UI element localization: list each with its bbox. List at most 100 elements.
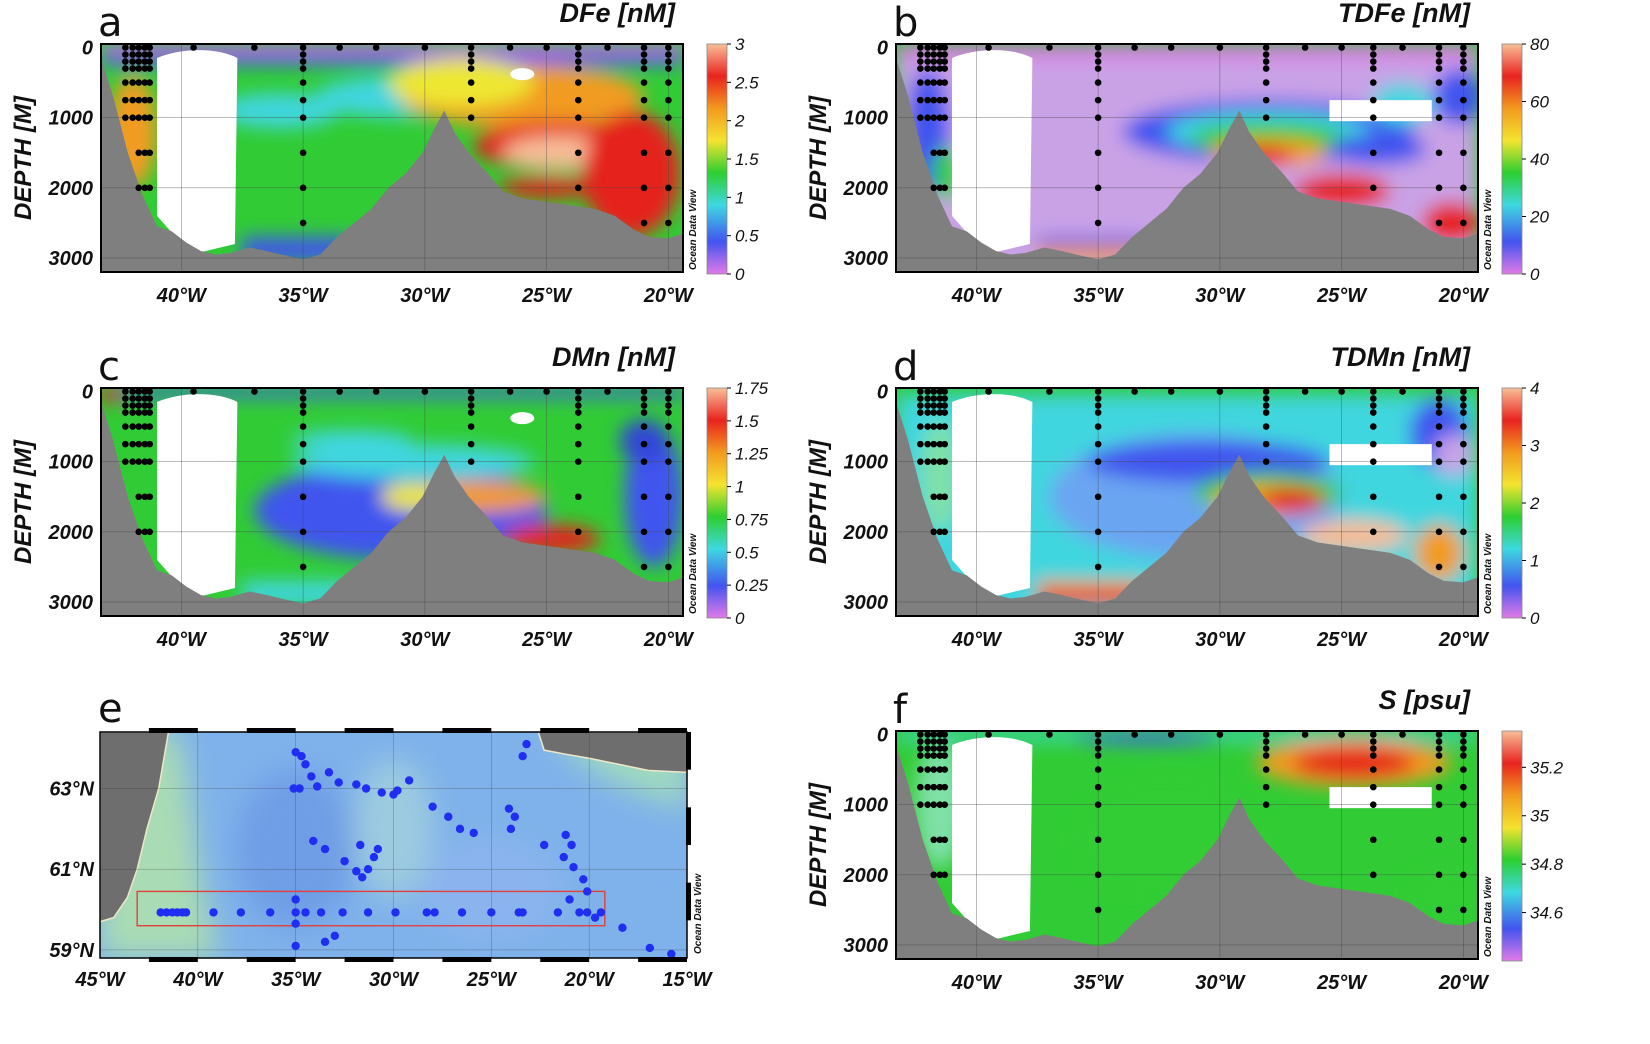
- sample-point: [985, 731, 992, 738]
- sample-point: [1369, 493, 1377, 501]
- sample-point: [1435, 738, 1443, 745]
- x-tick-label: 25°W: [1316, 972, 1368, 994]
- station-marker: [510, 812, 520, 821]
- sample-point: [1369, 731, 1377, 738]
- station-marker: [575, 908, 584, 917]
- sample-point: [985, 388, 992, 395]
- sample-point: [1216, 388, 1224, 395]
- station-marker: [391, 908, 400, 917]
- sample-point: [146, 79, 154, 86]
- field-patch: [388, 58, 535, 108]
- sample-point: [924, 51, 931, 58]
- sample-point: [1460, 745, 1467, 752]
- sample-point: [135, 44, 143, 51]
- sample-point: [1435, 149, 1443, 157]
- y-tick-label: 1000: [844, 452, 889, 474]
- sample-point: [135, 528, 143, 536]
- station-marker: [309, 836, 318, 846]
- station-marker: [504, 804, 514, 813]
- sample-point: [917, 801, 924, 808]
- sample-point: [574, 423, 582, 430]
- sample-point: [936, 528, 944, 536]
- sample-point: [1435, 783, 1443, 791]
- station-marker: [291, 919, 300, 928]
- sample-point: [1131, 44, 1138, 51]
- sample-point: [1094, 395, 1102, 402]
- station-marker: [236, 908, 246, 917]
- frame-check: [246, 728, 296, 733]
- sample-point: [665, 51, 672, 58]
- sample-point: [299, 184, 307, 192]
- colorbar-d: 4 3 2 1 0: [1501, 379, 1540, 628]
- sample-point: [146, 388, 154, 395]
- station-marker: [518, 908, 527, 917]
- sample-point: [122, 458, 129, 465]
- sample-point: [135, 409, 143, 416]
- sample-point: [1460, 563, 1467, 571]
- sample-point: [917, 766, 924, 773]
- sample-point: [1094, 184, 1102, 192]
- sample-point: [936, 738, 944, 745]
- sample-point: [251, 44, 258, 51]
- sample-point: [574, 440, 582, 448]
- sample-point: [129, 395, 136, 402]
- field-patch: [619, 419, 669, 462]
- sample-point: [941, 731, 949, 738]
- x-tick-label: 20°W: [1438, 285, 1490, 307]
- sample-point: [665, 184, 672, 192]
- sample-point: [129, 79, 136, 86]
- frame-check: [540, 728, 590, 733]
- sample-point: [299, 423, 307, 430]
- sample-point: [930, 51, 938, 58]
- sample-point: [1460, 738, 1467, 745]
- map-frame: [99, 728, 691, 962]
- map-y-tick-label: 63°N: [49, 779, 94, 801]
- sample-point: [574, 79, 582, 86]
- grid-d: [896, 388, 1478, 616]
- sample-point: [1046, 388, 1053, 395]
- sample-point: [1262, 752, 1270, 759]
- sample-point: [640, 395, 648, 402]
- panel-title-f: S [psu]: [1379, 685, 1472, 715]
- sample-point: [467, 65, 475, 72]
- sample-point: [1216, 44, 1224, 51]
- sample-point: [336, 388, 343, 395]
- sample-point: [129, 51, 136, 58]
- sample-point: [574, 402, 582, 409]
- sample-point: [936, 96, 944, 104]
- station-marker: [444, 812, 453, 821]
- frame-check: [638, 728, 687, 733]
- gap-east: [1329, 787, 1432, 809]
- station-marker: [320, 844, 330, 854]
- y-tick-label: 1000: [49, 452, 94, 474]
- sample-point: [1094, 79, 1102, 86]
- colorbar-gradient: [1501, 43, 1523, 275]
- sample-point: [1369, 388, 1377, 395]
- sample-point: [930, 738, 938, 745]
- sample-point: [299, 114, 307, 121]
- station-marker: [618, 923, 627, 932]
- sample-point: [1369, 528, 1377, 536]
- sample-point: [936, 44, 944, 51]
- sample-point: [941, 783, 949, 791]
- sample-point: [917, 96, 924, 104]
- x-tick-label: 20°W: [1438, 972, 1490, 994]
- x-tick-label: 20°W: [643, 285, 695, 307]
- sample-point: [640, 44, 648, 51]
- sample-point: [1435, 395, 1443, 402]
- sample-point: [941, 79, 949, 86]
- frame-b: [895, 43, 1479, 273]
- sample-point: [924, 44, 931, 51]
- sample-point: [930, 79, 938, 86]
- sample-point: [936, 423, 944, 430]
- field-blobs: [101, 44, 683, 262]
- sample-point: [1435, 493, 1443, 501]
- sample-point: [665, 149, 672, 157]
- sample-point: [1369, 836, 1377, 844]
- sample-point: [930, 58, 938, 65]
- sample-point: [1131, 731, 1138, 738]
- sample-point: [574, 493, 582, 501]
- sample-point: [1094, 402, 1102, 409]
- station-marker: [301, 908, 310, 917]
- sample-point: [1460, 65, 1467, 72]
